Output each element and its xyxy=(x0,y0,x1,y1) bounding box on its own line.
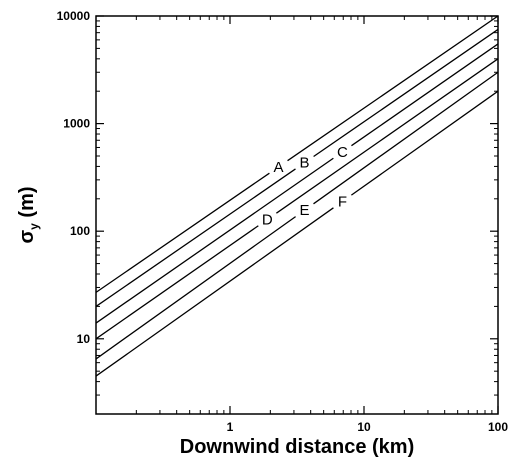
plot-area-frame xyxy=(95,15,499,415)
series-label-B: B xyxy=(300,155,310,172)
y-tick-label: 10000 xyxy=(57,9,91,23)
y-axis-title: σy (m) xyxy=(16,186,41,243)
svg-text:σy (m): σy (m) xyxy=(16,186,41,243)
y-axis-title-subscript: y xyxy=(27,223,41,230)
series-line-C xyxy=(351,43,498,147)
x-tick-label: 100 xyxy=(488,420,508,434)
series-lines xyxy=(96,16,498,377)
series-label-C: C xyxy=(337,144,348,161)
series-line-D xyxy=(276,58,498,214)
series-label-D: D xyxy=(262,211,273,228)
series-line-D xyxy=(96,225,259,340)
x-axis-title: Downwind distance (km) xyxy=(180,436,414,458)
axis-ticks: 1 10 100 10 100 1000 10000 xyxy=(57,9,509,434)
series-label-F: F xyxy=(338,193,347,210)
series-line-B xyxy=(96,168,296,307)
y-tick-label: 10 xyxy=(77,332,91,346)
series-line-E xyxy=(313,71,498,205)
series-line-F xyxy=(351,90,498,196)
series-line-A xyxy=(96,172,270,293)
series-label-E: E xyxy=(300,202,310,219)
series-label-A: A xyxy=(273,159,283,176)
series-line-E xyxy=(96,216,296,360)
series-line-C xyxy=(96,157,334,324)
series-line-F xyxy=(96,207,334,377)
x-tick-label: 1 xyxy=(227,420,234,434)
y-axis-title-symbol: σ xyxy=(16,230,38,244)
y-tick-label: 100 xyxy=(70,224,90,238)
x-tick-label: 10 xyxy=(357,420,371,434)
y-tick-label: 1000 xyxy=(63,117,90,131)
series-line-A xyxy=(287,16,498,162)
y-axis-title-unit: (m) xyxy=(16,186,38,223)
series-line-B xyxy=(313,28,498,158)
